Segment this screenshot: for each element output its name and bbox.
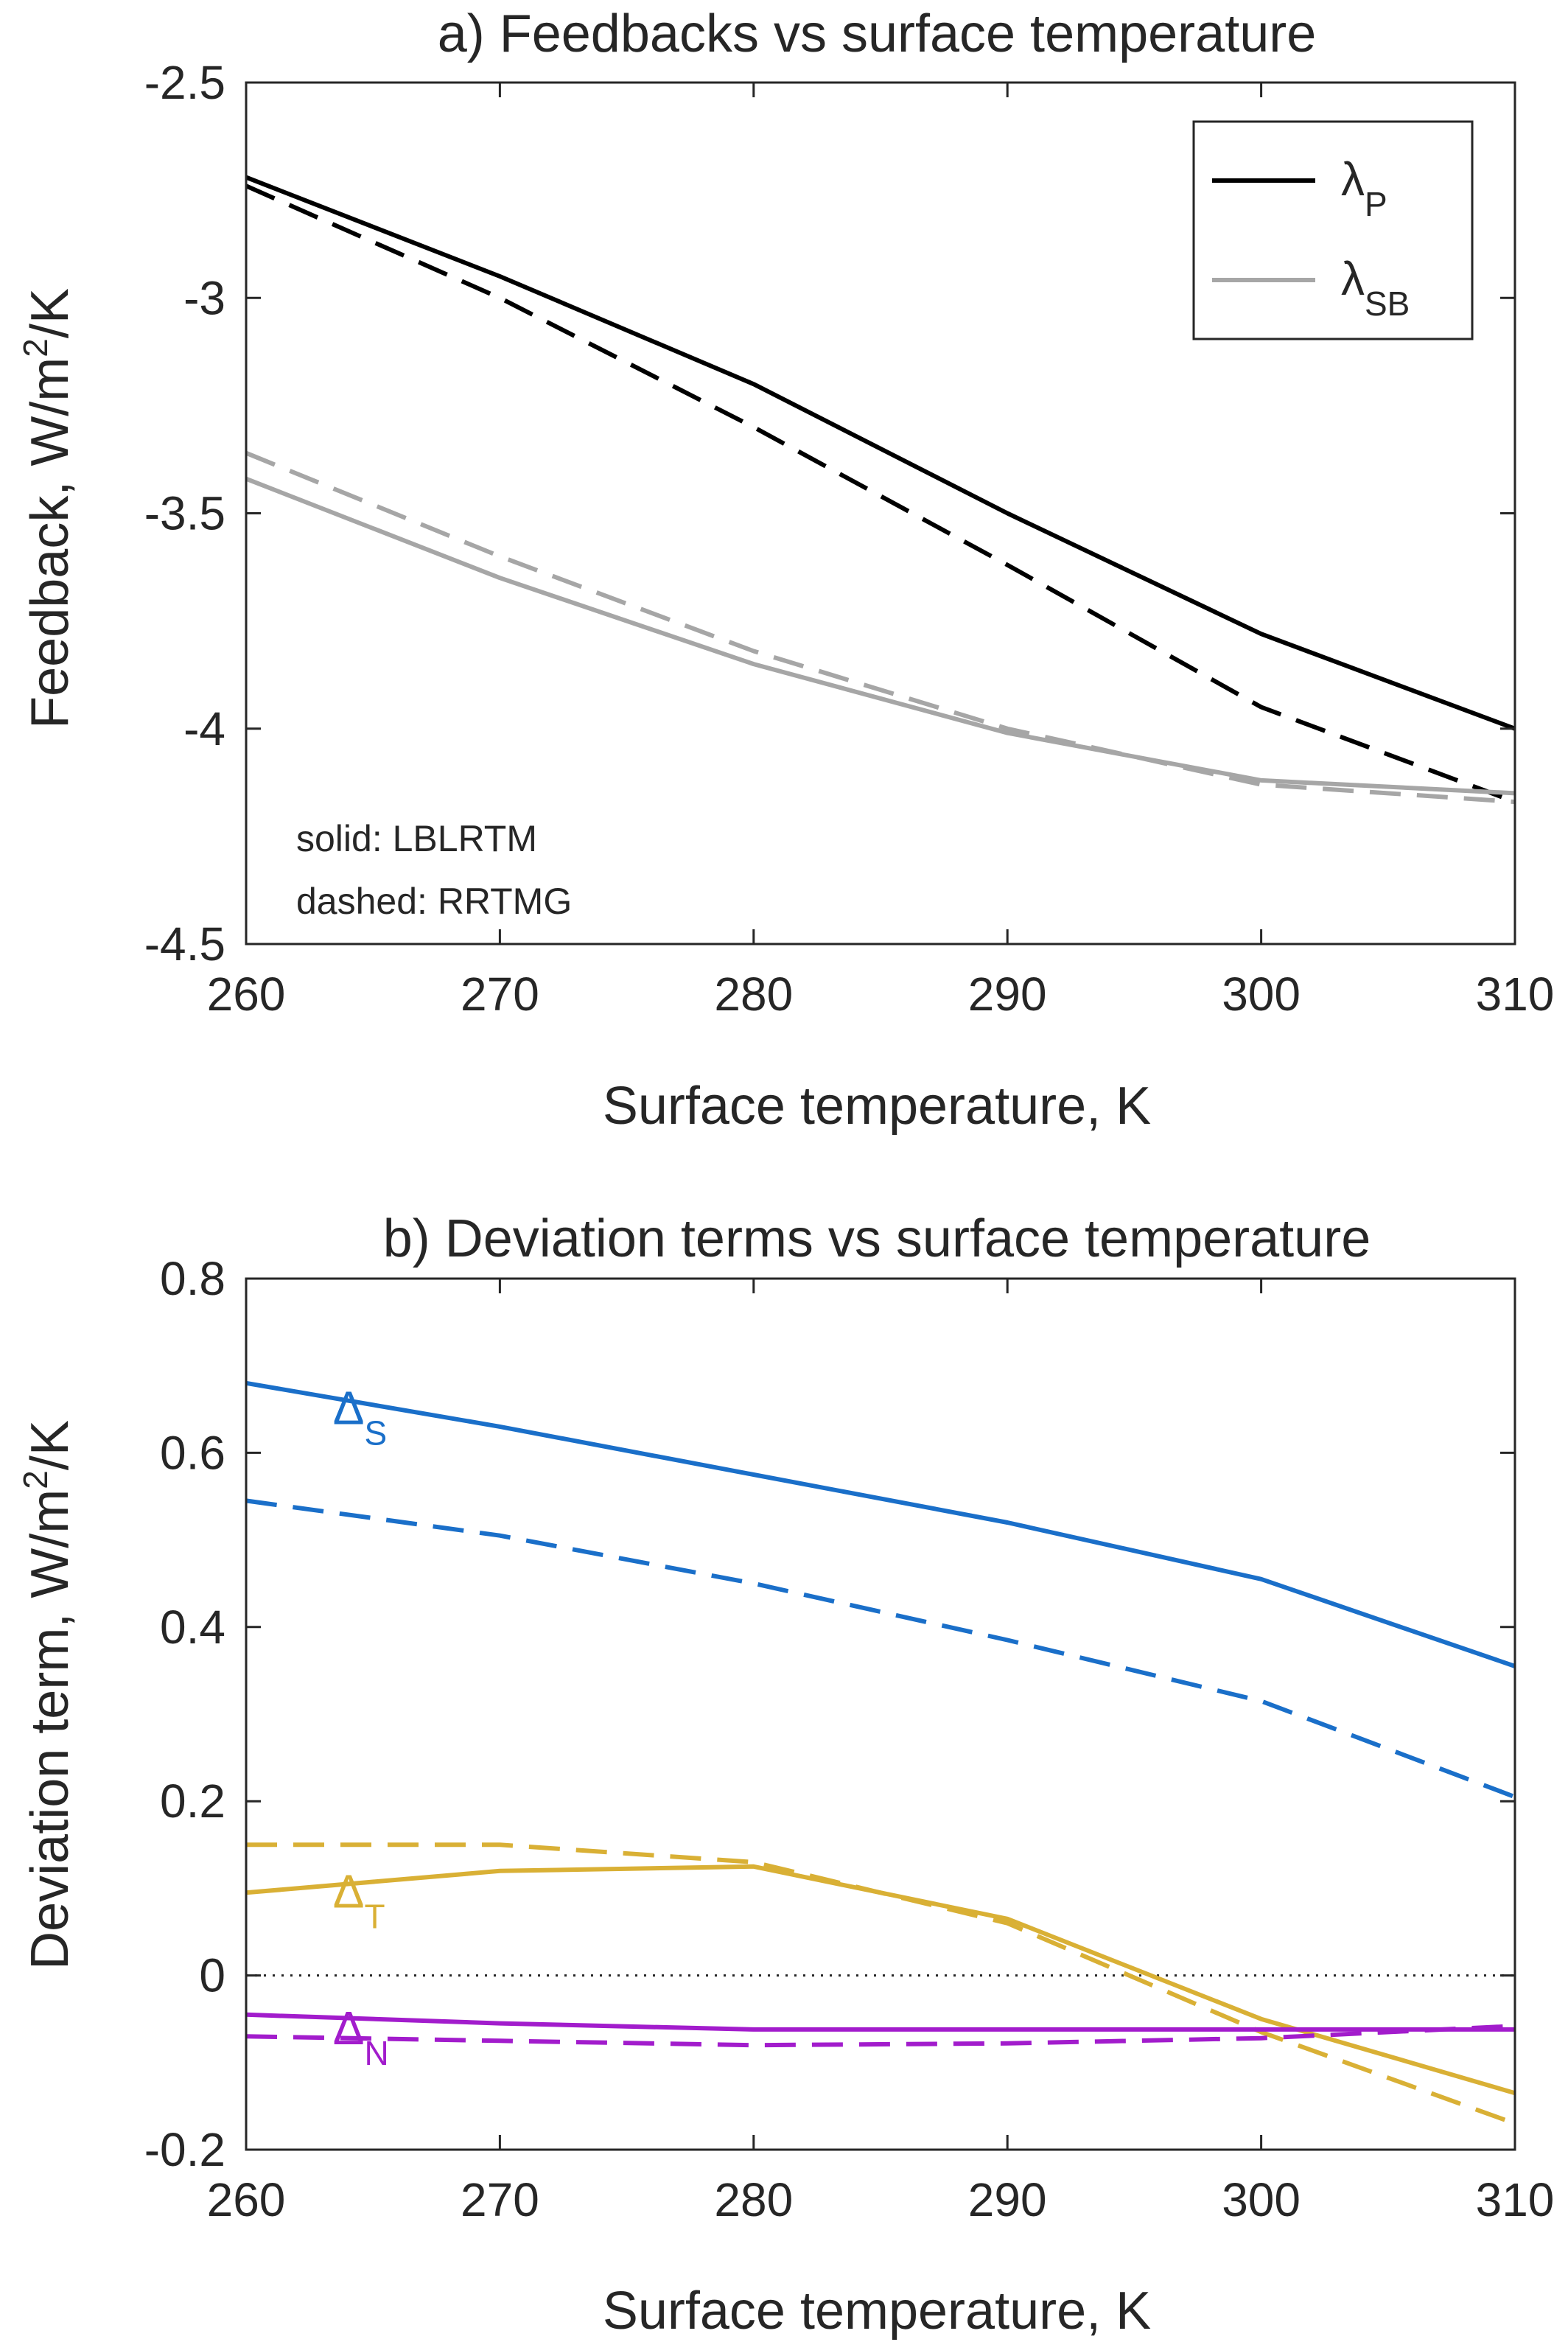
panel-b-y-tick-label: 0.2 xyxy=(160,1775,225,1828)
panel-a-y-tick-label: -3 xyxy=(183,271,225,324)
panel-a-y-tick-label: -2.5 xyxy=(144,56,225,109)
panel-a-series-3-dashed-line xyxy=(245,450,1516,805)
panel-b-deviation-terms: b) Deviation terms vs surface temperatur… xyxy=(16,1209,1554,2341)
panel-b-label-delta-n: ΔN xyxy=(333,2002,389,2072)
panel-b-label-delta-t: ΔT xyxy=(333,1864,385,1935)
panel-b-series-1-dashed-line xyxy=(245,1498,1516,1800)
panel-a-series-1-dashed-line xyxy=(245,183,1516,804)
panel-a-series-2-solid-line xyxy=(245,476,1516,796)
panel-b-x-tick-label: 270 xyxy=(461,2173,539,2226)
panel-a-note-solid: solid: LBLRTM xyxy=(296,818,537,859)
panel-b-x-tick-label: 310 xyxy=(1476,2173,1555,2226)
panel-a-legend-label-p: λP xyxy=(1341,153,1387,223)
panel-b-x-tick-label: 290 xyxy=(968,2173,1047,2226)
panel-a-legend: λP λSB xyxy=(1192,120,1474,340)
panel-b-x-tick-label: 300 xyxy=(1222,2173,1301,2226)
panel-a-series-0-solid-line xyxy=(245,175,1516,731)
panel-b-plot-area: 260 270 280 290 300 310 0.8 0.6 0.4 0.2 0 -0.2 ΔS ΔT Δ… xyxy=(144,1252,1555,2226)
panel-a-y-tick-label: -4 xyxy=(183,702,225,755)
panel-a-legend-box xyxy=(1192,120,1474,340)
panel-a-y-axis-label: Feedback, W/m2/K xyxy=(16,288,80,729)
panel-a-x-tick-label: 290 xyxy=(968,968,1047,1021)
panel-b-series-4-solid-line xyxy=(245,2012,1515,2032)
panel-b-y-tick-label: 0 xyxy=(199,1949,225,2002)
panel-a-x-tick-label: 310 xyxy=(1476,968,1555,1021)
panel-b-label-delta-s: ΔS xyxy=(333,1381,387,1452)
panel-b-y-axis-label: Deviation term, W/m2/K xyxy=(16,1420,80,1970)
panel-b-series-0-solid-line xyxy=(245,1380,1516,1668)
panel-a-plot-area: 260 270 280 290 300 310 -2.5 -3 -3.5 -4 -4.5 xyxy=(144,56,1555,1021)
panel-a-x-tick-label: 260 xyxy=(207,968,286,1021)
panel-b-x-tick-label: 280 xyxy=(714,2173,793,2226)
panel-a-y-tick-label: -4.5 xyxy=(144,917,225,971)
panel-a-legend-label-sb: λSB xyxy=(1341,252,1410,323)
panel-b-title: b) Deviation terms vs surface temperatur… xyxy=(383,1209,1371,1268)
panel-b-y-tick-label: -0.2 xyxy=(144,2123,225,2176)
panel-a-x-axis-label: Surface temperature, K xyxy=(603,1077,1151,1136)
panel-b-x-axis-label: Surface temperature, K xyxy=(603,2282,1151,2341)
panel-a-feedbacks: a) Feedbacks vs surface temperature 260 2… xyxy=(16,4,1554,1136)
panel-b-y-tick-label: 0.8 xyxy=(160,1252,225,1305)
panel-b-x-tick-label: 260 xyxy=(207,2173,286,2226)
panel-a-y-tick-label: -3.5 xyxy=(144,487,225,540)
panel-b-series-3-dashed-line xyxy=(246,1842,1516,2126)
panel-b-y-tick-label: 0.4 xyxy=(160,1601,225,1654)
panel-a-x-tick-label: 280 xyxy=(714,968,793,1021)
panel-b-y-tick-label: 0.6 xyxy=(160,1426,225,1479)
panel-a-title: a) Feedbacks vs surface temperature xyxy=(438,4,1317,63)
panel-a-note-dashed: dashed: RRTMG xyxy=(296,881,572,922)
panel-a-x-tick-label: 270 xyxy=(461,968,539,1021)
panel-b-series-5-dashed-line xyxy=(245,2024,1516,2048)
panel-a-x-tick-label: 300 xyxy=(1222,968,1301,1021)
panel-b-axes-box xyxy=(245,1277,1516,2151)
